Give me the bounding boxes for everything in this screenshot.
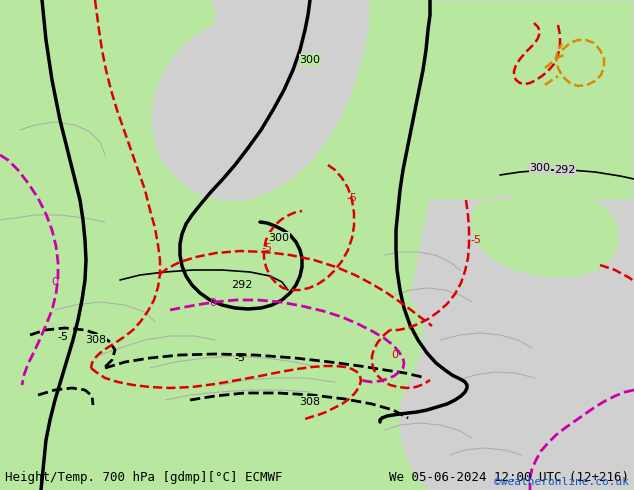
Text: -5: -5: [347, 193, 358, 203]
Polygon shape: [119, 0, 310, 185]
Text: 0: 0: [392, 350, 399, 360]
Polygon shape: [0, 338, 400, 490]
Text: 308: 308: [86, 335, 107, 345]
Polygon shape: [400, 200, 634, 490]
Polygon shape: [558, 25, 598, 55]
Polygon shape: [600, 15, 625, 35]
Polygon shape: [151, 0, 370, 202]
Polygon shape: [472, 193, 618, 277]
Polygon shape: [540, 50, 572, 73]
Text: -5: -5: [58, 332, 68, 342]
Text: 300: 300: [269, 233, 290, 243]
Text: 300: 300: [299, 55, 321, 65]
Text: We 05-06-2024 12:00 UTC (12+216): We 05-06-2024 12:00 UTC (12+216): [389, 470, 629, 484]
Text: 308: 308: [299, 397, 321, 407]
Text: 0: 0: [209, 298, 216, 308]
Text: 0: 0: [51, 277, 58, 287]
Polygon shape: [370, 0, 634, 348]
Text: ©weatheronline.co.uk: ©weatheronline.co.uk: [494, 477, 629, 487]
Text: -5: -5: [235, 353, 245, 363]
Text: 292: 292: [231, 280, 253, 290]
Text: Height/Temp. 700 hPa [gdmp][°C] ECMWF: Height/Temp. 700 hPa [gdmp][°C] ECMWF: [5, 470, 283, 484]
Text: -5: -5: [261, 243, 273, 253]
Polygon shape: [0, 0, 120, 490]
Text: -5: -5: [470, 235, 481, 245]
Text: 292: 292: [554, 165, 576, 175]
Polygon shape: [65, 0, 430, 490]
Text: 300: 300: [529, 163, 550, 173]
